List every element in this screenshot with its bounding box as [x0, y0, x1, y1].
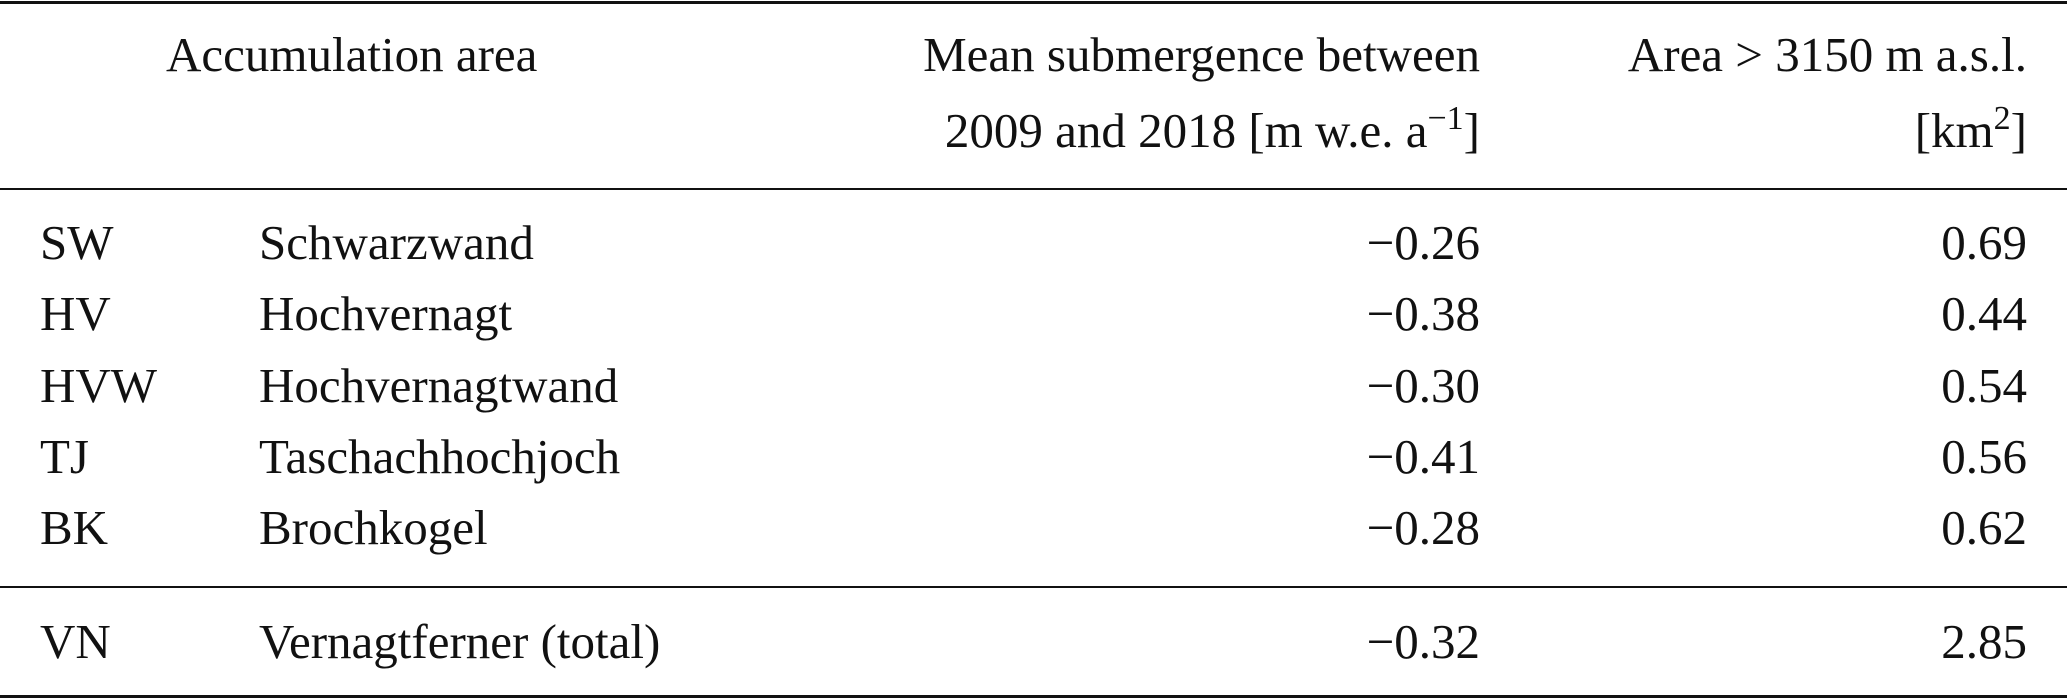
- abbreviation-cell: SW: [40, 215, 114, 270]
- abbreviation-cell: HV: [40, 286, 111, 342]
- header-rule: [0, 188, 2067, 190]
- name-cell: Taschachhochjoch: [259, 428, 621, 484]
- header-cell: Area > 3150 m a.s.l.: [1627, 27, 2027, 82]
- area-cell: 0.69: [1941, 215, 2027, 270]
- name-cell: Hochvernagt: [259, 286, 513, 342]
- bottom-rule: [0, 695, 2067, 698]
- name-cell: Schwarzwand: [259, 215, 534, 270]
- header-cell: Accumulation area: [166, 27, 538, 82]
- submergence-cell: −0.26: [1366, 215, 1480, 270]
- area-cell: 2.85: [1941, 614, 2027, 669]
- header-sup: 2: [1993, 100, 2011, 137]
- area-cell: 0.54: [1941, 357, 2027, 413]
- header-text: 2009 and 2018 [m w.e. a: [944, 103, 1428, 158]
- name-cell: Hochvernagtwand: [259, 357, 619, 413]
- header-cell: Mean submergence between: [923, 27, 1480, 82]
- header-cell: [km2]: [1914, 102, 2027, 158]
- header-cell: 2009 and 2018 [m w.e. a−1]: [944, 102, 1480, 158]
- submergence-cell: −0.38: [1366, 286, 1480, 342]
- total-rule: [0, 586, 2067, 588]
- submergence-cell: −0.32: [1366, 614, 1480, 669]
- submergence-cell: −0.28: [1366, 500, 1480, 556]
- submergence-cell: −0.41: [1366, 428, 1480, 484]
- submergence-cell: −0.30: [1366, 357, 1480, 413]
- name-cell: Brochkogel: [259, 500, 488, 556]
- abbreviation-cell: VN: [40, 614, 111, 669]
- top-rule: [0, 1, 2067, 4]
- area-cell: 0.62: [1941, 500, 2027, 556]
- name-cell: Vernagtferner (total): [259, 614, 661, 669]
- abbreviation-cell: TJ: [40, 428, 89, 484]
- abbreviation-cell: HVW: [40, 357, 158, 413]
- header-sup: −1: [1427, 100, 1464, 137]
- abbreviation-cell: BK: [40, 500, 109, 556]
- header-text: [km: [1914, 103, 1994, 158]
- area-cell: 0.56: [1941, 428, 2027, 484]
- area-cell: 0.44: [1941, 286, 2027, 342]
- header-text: ]: [2010, 103, 2027, 158]
- header-text: ]: [1463, 103, 1480, 158]
